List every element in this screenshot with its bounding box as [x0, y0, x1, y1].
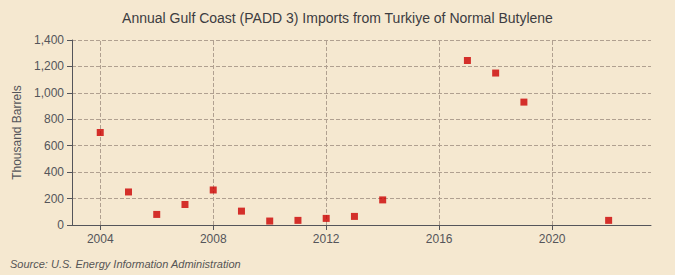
svg-text:Thousand Barrels: Thousand Barrels [10, 85, 24, 180]
svg-text:200: 200 [44, 192, 64, 206]
svg-text:2016: 2016 [426, 232, 453, 246]
svg-text:0: 0 [57, 218, 64, 232]
svg-text:Annual Gulf Coast (PADD 3) Imp: Annual Gulf Coast (PADD 3) Imports from … [122, 10, 553, 26]
svg-text:Source: U.S. Energy Informatio: Source: U.S. Energy Information Administ… [10, 258, 241, 270]
svg-text:2004: 2004 [87, 232, 114, 246]
svg-text:1,000: 1,000 [34, 86, 64, 100]
svg-text:2008: 2008 [200, 232, 227, 246]
svg-text:2020: 2020 [539, 232, 566, 246]
svg-text:1,200: 1,200 [34, 59, 64, 73]
svg-text:800: 800 [44, 112, 64, 126]
svg-text:400: 400 [44, 165, 64, 179]
svg-text:600: 600 [44, 139, 64, 153]
svg-text:1,400: 1,400 [34, 33, 64, 47]
svg-text:2012: 2012 [313, 232, 340, 246]
